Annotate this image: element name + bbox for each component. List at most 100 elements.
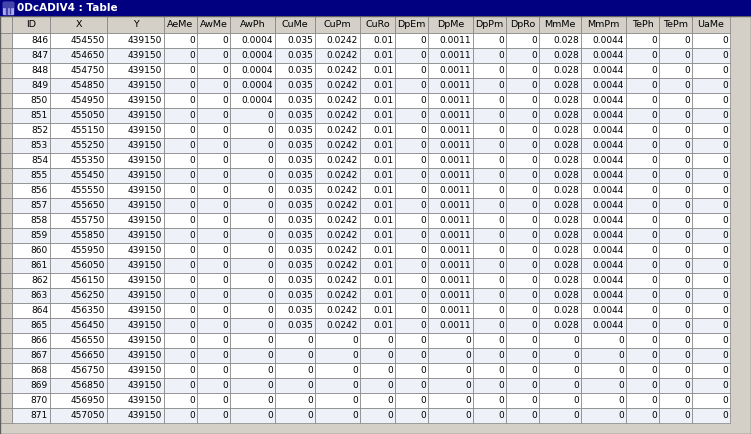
Bar (506, 48, 539, 63)
Text: 0: 0 (651, 201, 657, 210)
Bar (692, 63, 730, 78)
Bar (12, 213, 50, 228)
Bar (692, 243, 730, 258)
Bar (539, 16, 581, 33)
Text: 0.0044: 0.0044 (593, 171, 624, 180)
Text: 0.028: 0.028 (553, 186, 579, 195)
Bar (50, 393, 107, 408)
Bar (659, 378, 692, 393)
Text: 0.0044: 0.0044 (593, 291, 624, 300)
Bar (230, 303, 275, 318)
Bar (197, 243, 230, 258)
Bar (506, 348, 539, 363)
Bar (395, 138, 428, 153)
Bar (275, 243, 315, 258)
Text: 0: 0 (722, 336, 728, 345)
Bar (395, 363, 428, 378)
Bar (395, 303, 428, 318)
Text: 439150: 439150 (128, 201, 162, 210)
Bar (107, 348, 164, 363)
Bar (473, 273, 506, 288)
Bar (659, 273, 692, 288)
Text: 0: 0 (651, 246, 657, 255)
Text: 0.0044: 0.0044 (593, 51, 624, 60)
Bar (12, 393, 50, 408)
Bar (659, 153, 692, 168)
Text: 0: 0 (222, 186, 228, 195)
Text: 0: 0 (421, 351, 426, 360)
Text: 863: 863 (31, 291, 48, 300)
Text: 0: 0 (531, 111, 537, 120)
Text: 0: 0 (421, 261, 426, 270)
Bar (275, 333, 315, 348)
Bar (230, 63, 275, 78)
Text: 0.028: 0.028 (553, 111, 579, 120)
Text: 439150: 439150 (128, 111, 162, 120)
Bar (626, 363, 659, 378)
Bar (230, 348, 275, 363)
Bar (230, 378, 275, 393)
Bar (473, 153, 506, 168)
Text: 0: 0 (684, 306, 690, 315)
Bar (581, 378, 626, 393)
Bar (0, 78, 12, 93)
Text: 0.01: 0.01 (373, 306, 393, 315)
Bar (50, 33, 107, 48)
Bar (107, 93, 164, 108)
Bar (360, 108, 395, 123)
Text: 0: 0 (651, 111, 657, 120)
Bar (581, 153, 626, 168)
Text: 0: 0 (267, 246, 273, 255)
Bar (539, 213, 581, 228)
Text: 0DcADIV4 : Table: 0DcADIV4 : Table (17, 3, 118, 13)
Bar (275, 168, 315, 183)
Text: 0: 0 (267, 411, 273, 420)
Text: 0.0242: 0.0242 (327, 111, 358, 120)
Text: 0: 0 (722, 171, 728, 180)
Text: 0.0011: 0.0011 (439, 216, 471, 225)
Text: 0: 0 (531, 381, 537, 390)
Bar (692, 78, 730, 93)
Text: 0.035: 0.035 (287, 171, 313, 180)
Text: 0.035: 0.035 (287, 81, 313, 90)
Text: 857: 857 (31, 201, 48, 210)
Bar (581, 198, 626, 213)
Bar (275, 393, 315, 408)
Text: 0: 0 (531, 186, 537, 195)
Bar (428, 93, 473, 108)
Text: 0: 0 (531, 36, 537, 45)
Text: 867: 867 (31, 351, 48, 360)
Bar (395, 348, 428, 363)
Bar (395, 108, 428, 123)
Text: 0: 0 (222, 51, 228, 60)
Text: 866: 866 (31, 336, 48, 345)
Text: 0: 0 (222, 36, 228, 45)
Text: 0: 0 (498, 66, 504, 75)
Text: 0: 0 (222, 216, 228, 225)
Bar (275, 108, 315, 123)
Text: 0: 0 (189, 351, 195, 360)
Bar (428, 108, 473, 123)
Text: 0: 0 (388, 411, 393, 420)
Text: 0: 0 (531, 171, 537, 180)
Bar (275, 258, 315, 273)
Text: 0: 0 (722, 276, 728, 285)
Text: 439150: 439150 (128, 96, 162, 105)
Bar (692, 138, 730, 153)
Bar (50, 333, 107, 348)
Text: 0.035: 0.035 (287, 306, 313, 315)
Bar (315, 33, 360, 48)
Bar (692, 303, 730, 318)
Text: 454850: 454850 (71, 81, 105, 90)
Bar (428, 363, 473, 378)
Bar (0, 243, 12, 258)
Bar (539, 78, 581, 93)
Bar (164, 393, 197, 408)
Bar (581, 408, 626, 423)
Text: 0.0242: 0.0242 (327, 66, 358, 75)
Bar (0, 63, 12, 78)
Bar (12, 333, 50, 348)
Bar (12, 258, 50, 273)
Text: 0: 0 (684, 381, 690, 390)
Text: 0: 0 (684, 201, 690, 210)
